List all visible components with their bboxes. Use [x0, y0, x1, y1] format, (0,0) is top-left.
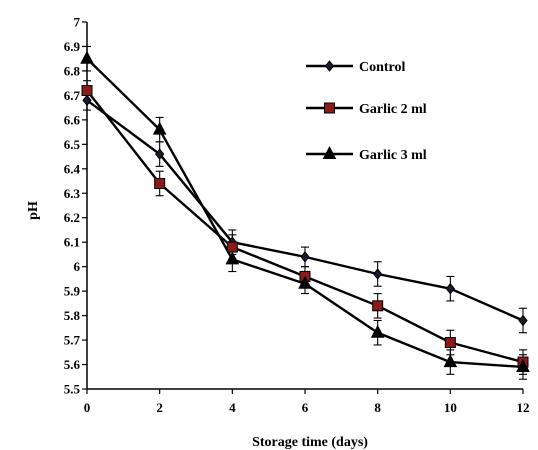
y-tick-label: 6.1	[64, 235, 80, 250]
axes	[86, 22, 523, 390]
data-point-garlic-3-ml	[443, 354, 458, 368]
data-point-garlic-2-ml	[154, 177, 166, 189]
data-point-control	[300, 251, 310, 263]
x-ticks: 0 2 4 6 8 10 12	[84, 389, 530, 415]
y-tick-label: 5.9	[64, 284, 81, 299]
data-point-control	[373, 268, 383, 280]
legend-marker	[322, 146, 337, 159]
y-tick-label: 6	[74, 259, 81, 274]
x-tick-label: 0	[84, 400, 91, 415]
y-tick-label: 5.7	[64, 333, 81, 348]
data-point-control	[445, 282, 455, 295]
y-tick-label: 6.5	[64, 137, 81, 152]
data-point-control	[155, 148, 165, 160]
data-point-garlic-3-ml	[152, 121, 167, 135]
legend-label: Garlic 3 ml	[359, 148, 427, 163]
series-line-garlic-2-ml	[86, 89, 524, 364]
legend-item-garlic-2-ml: Garlic 2 ml	[306, 102, 427, 117]
x-tick-label: 6	[302, 400, 309, 415]
y-tick-label: 6.6	[64, 112, 81, 127]
legend-item-garlic-3-ml: Garlic 3 ml	[306, 146, 427, 163]
x-axis-title: Storage time (days)	[252, 435, 368, 450]
x-tick-label: 8	[374, 400, 381, 415]
legend-item-control: Control	[306, 60, 406, 75]
x-tick-label: 10	[444, 400, 457, 415]
data-point-control	[518, 314, 528, 327]
y-tick-label: 6.4	[64, 161, 81, 176]
y-tick-label: 6.2	[64, 210, 80, 225]
y-tick-label: 6.7	[64, 88, 81, 103]
legend-label: Control	[359, 60, 406, 75]
y-tick-label: 5.8	[64, 308, 81, 323]
y-tick-label: 5.5	[64, 382, 81, 397]
data-point-garlic-2-ml	[81, 85, 93, 97]
legend-label: Garlic 2 ml	[359, 102, 427, 117]
data-point-garlic-3-ml	[370, 324, 385, 338]
x-tick-label: 4	[229, 400, 236, 415]
error-bars	[83, 45, 527, 380]
x-tick-label: 2	[156, 400, 163, 415]
data-point-garlic-2-ml	[372, 300, 384, 312]
y-ticks: 5.5 5.6 5.7 5.8 5.9 6 6.1 6.2 6.3 6.4 6.5 6.6 6.7 6.8…	[64, 15, 87, 397]
data-point-garlic-3-ml	[80, 50, 94, 64]
y-tick-label: 6.8	[64, 63, 81, 78]
legend-marker	[324, 60, 335, 72]
legend: Control Garlic 2 ml Garlic 3 ml	[306, 60, 427, 163]
y-tick-label: 5.6	[64, 357, 81, 372]
y-tick-label: 6.3	[64, 186, 81, 201]
data-point-garlic-2-ml	[444, 337, 456, 349]
y-tick-label: 7	[74, 15, 81, 30]
data-point-garlic-3-ml	[225, 251, 240, 265]
legend-marker	[324, 102, 335, 114]
y-tick-label: 6.9	[64, 39, 81, 54]
data-point-control	[82, 94, 92, 107]
series-markers	[80, 50, 530, 372]
series-lines	[86, 57, 524, 369]
y-axis-title: pH	[26, 201, 41, 220]
data-point-garlic-2-ml	[226, 241, 238, 253]
x-tick-label: 12	[517, 400, 530, 415]
series-line-garlic-3-ml	[86, 57, 524, 369]
data-point-garlic-3-ml	[298, 275, 312, 289]
data-point-garlic-3-ml	[516, 359, 530, 372]
